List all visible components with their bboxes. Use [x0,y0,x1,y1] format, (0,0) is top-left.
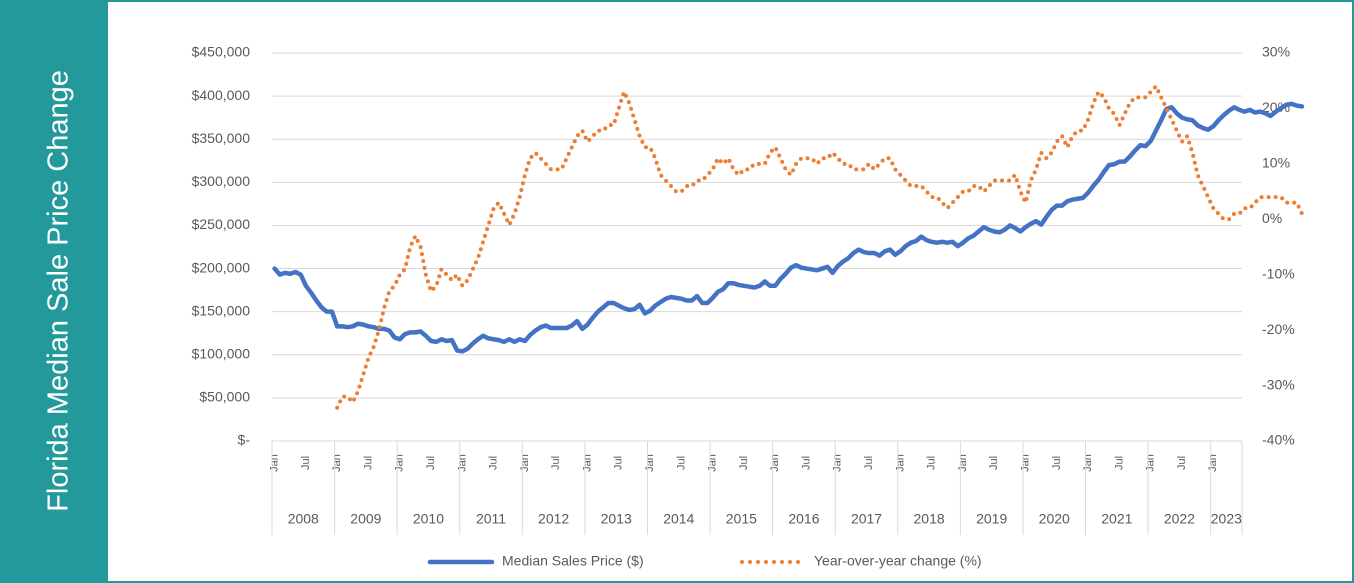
year-label: 2022 [1164,511,1195,527]
x-tick-label: Jul [863,456,875,470]
x-tick-label: Jul [1176,456,1188,470]
year-label: 2017 [851,511,882,527]
x-tick-label: Jul [675,456,687,470]
x-tick-label: Jan [769,454,781,472]
year-label: 2013 [601,511,632,527]
x-tick-label: Jul [613,456,625,470]
legend-label: Median Sales Price ($) [502,553,644,569]
x-tick-label: Jan [331,454,343,472]
series-line [335,84,1304,410]
year-label: 2012 [538,511,569,527]
year-label: 2023 [1211,511,1242,527]
y-tick-label: $- [238,432,251,448]
x-tick-label: Jul [738,456,750,470]
y2-tick-label: 20% [1262,99,1290,115]
year-label: 2014 [663,511,694,527]
y-tick-label: $450,000 [192,44,251,60]
year-label: 2016 [788,511,819,527]
y2-tick-label: -10% [1262,265,1295,281]
y2-tick-label: -20% [1262,321,1295,337]
y2-tick-label: 10% [1262,155,1290,171]
x-tick-label: Jul [425,456,437,470]
x-tick-label: Jan [707,454,719,472]
y-tick-label: $100,000 [192,345,251,361]
x-tick-label: Jul [988,456,1000,470]
legend-label: Year-over-year change (%) [814,553,982,569]
year-label: 2010 [413,511,444,527]
year-label: 2020 [1039,511,1070,527]
year-label: 2019 [976,511,1007,527]
x-tick-label: Jan [894,454,906,472]
y2-tick-label: -40% [1262,432,1295,448]
x-tick-label: Jan [394,454,406,472]
y-tick-label: $300,000 [192,173,251,189]
x-tick-label: Jan [269,454,281,472]
y-tick-label: $350,000 [192,130,251,146]
x-tick-label: Jul [488,456,500,470]
y2-tick-label: 30% [1262,44,1290,60]
y-tick-label: $150,000 [192,302,251,318]
x-tick-label: Jan [456,454,468,472]
year-label: 2008 [288,511,319,527]
series-line [272,101,1305,354]
year-label: 2009 [350,511,381,527]
x-tick-label: Jan [581,454,593,472]
x-tick-label: Jan [519,454,531,472]
y-tick-label: $50,000 [199,389,250,405]
y-tick-label: $250,000 [192,216,251,232]
y-tick-label: $200,000 [192,259,251,275]
y2-tick-label: 0% [1262,210,1282,226]
x-tick-label: Jan [957,454,969,472]
x-tick-label: Jul [800,456,812,470]
x-tick-label: Jul [362,456,374,470]
x-tick-label: Jan [1145,454,1157,472]
year-label: 2018 [914,511,945,527]
year-label: 2011 [476,511,506,527]
title-band [0,0,108,583]
x-tick-label: Jul [1051,456,1063,470]
year-label: 2021 [1101,511,1132,527]
x-tick-label: Jul [550,456,562,470]
x-tick-label: Jan [644,454,656,472]
x-tick-label: Jul [300,456,312,470]
x-tick-label: Jul [1113,456,1125,470]
chart-title: Florida Median Sale Price Change [43,70,75,512]
year-label: 2015 [726,511,757,527]
x-tick-label: Jan [1207,454,1219,472]
y2-tick-label: -30% [1262,376,1295,392]
x-tick-label: Jul [926,456,938,470]
y-tick-label: $400,000 [192,87,251,103]
x-tick-label: Jan [832,454,844,472]
x-tick-label: Jan [1019,454,1031,472]
x-tick-label: Jan [1082,454,1094,472]
